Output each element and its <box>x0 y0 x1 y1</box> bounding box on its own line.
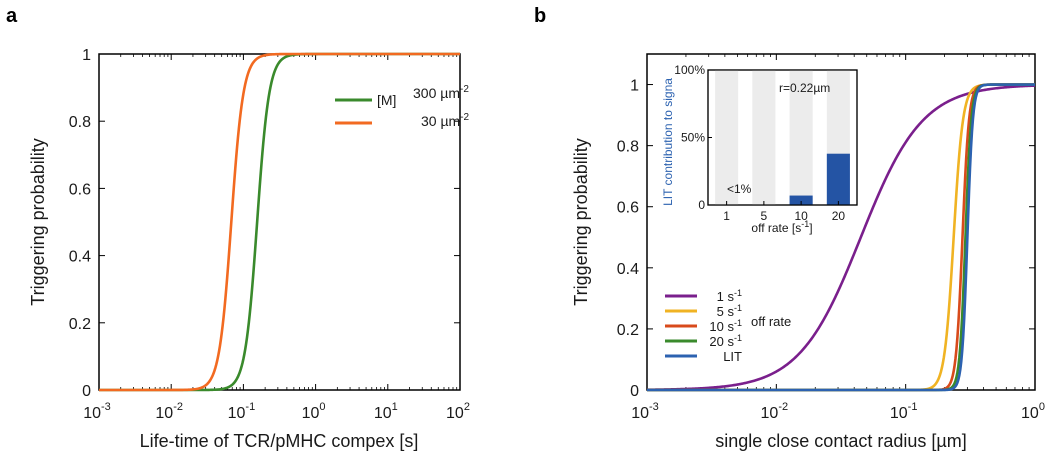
inset-xtick-label: 5 <box>761 209 768 223</box>
legend-b-label-3: 20 s-1 <box>709 333 742 349</box>
legend-b-label-2: 10 s-1 <box>709 318 742 334</box>
inset-bar-bg-2 <box>789 70 813 205</box>
chart-b-xlabel: single close contact radius [µm] <box>715 431 966 451</box>
ytick-label: 0 <box>630 383 639 400</box>
legend-b-title: off rate <box>751 314 791 329</box>
inset-xtick-label: 1 <box>723 209 730 223</box>
xtick-label: 100 <box>302 401 326 422</box>
inset-ylabel: LIT contribution to signa <box>661 78 675 206</box>
inset-small-label: <1% <box>727 182 752 196</box>
xtick-label: 10-1 <box>890 401 918 422</box>
chart-a-series <box>99 52 460 392</box>
inset-ytick-label: 0 <box>698 198 705 212</box>
chart-b-ylabel: Triggering probability <box>571 138 591 305</box>
xtick-label: 10-3 <box>83 401 111 422</box>
series-line-a-0 <box>99 52 460 392</box>
chart-a-legend: [M] 300 µm-2 30 µm-2 <box>335 84 470 129</box>
chart-a-ylabel: Triggering probability <box>28 138 48 305</box>
series-line-a-1 <box>99 52 460 392</box>
legend-a-label-30: 30 µm-2 <box>421 112 470 129</box>
ytick-label: 1 <box>630 78 639 95</box>
ytick-label: 0.4 <box>69 249 91 266</box>
legend-b-label-0: 1 s-1 <box>717 288 742 304</box>
inset-bar-bg-0 <box>715 70 739 205</box>
xtick-label: 10-3 <box>631 401 659 422</box>
inset-xlabel: off rate [s-1] <box>751 219 812 235</box>
inset-xtick-label: 20 <box>832 209 846 223</box>
chart-a: 10-3 10-2 10-1 100 101 102 0 0.2 0.4 0.6 0.8 1 Trig… <box>28 47 470 451</box>
inset-bar-3 <box>826 153 850 205</box>
panel-label-b: b <box>534 5 546 27</box>
inset-ticks: 1 5 10 20 0 50% 100% <box>674 63 845 223</box>
ytick-label: 0.2 <box>617 322 639 339</box>
inset-ytick-label: 50% <box>681 131 705 145</box>
series-line-b-4 <box>647 83 1035 392</box>
ytick-label: 0.6 <box>617 200 639 217</box>
chart-b-series <box>646 83 1036 392</box>
ytick-label: 0.8 <box>69 114 91 131</box>
inset-bar-chart: 1 5 10 20 0 50% 100% r=0.22µm <1% LIT contribu… <box>661 63 858 235</box>
xtick-label: 101 <box>374 401 398 422</box>
inset-bar-2 <box>789 195 813 205</box>
panel-label-a: a <box>6 5 18 27</box>
legend-b-label-4: LIT <box>723 349 742 364</box>
ytick-label: 1 <box>82 47 91 64</box>
inset-annotation: r=0.22µm <box>779 81 830 95</box>
ytick-label: 0 <box>82 383 91 400</box>
inset-bars <box>715 70 850 205</box>
inset-xtick-label: 10 <box>794 209 808 223</box>
chart-a-plot-area <box>98 53 461 391</box>
chart-a-xlabel: Life-time of TCR/pMHC compex [s] <box>140 431 419 451</box>
chart-a-ticks: 10-3 10-2 10-1 100 101 102 0 0.2 0.4 0.6 0.8 1 <box>69 47 470 422</box>
xtick-label: 100 <box>1021 401 1045 422</box>
legend-a-label-300: 300 µm-2 <box>413 84 469 101</box>
xtick-label: 102 <box>446 401 470 422</box>
xtick-label: 10-1 <box>228 401 256 422</box>
ytick-label: 0.6 <box>69 181 91 198</box>
ytick-label: 0.8 <box>617 139 639 156</box>
inset-ytick-label: 100% <box>674 63 705 77</box>
ytick-label: 0.4 <box>617 261 639 278</box>
legend-b-label-1: 5 s-1 <box>717 303 742 319</box>
xtick-label: 10-2 <box>155 401 183 422</box>
xtick-label: 10-2 <box>761 401 789 422</box>
ytick-label: 0.2 <box>69 316 91 333</box>
legend-a-prefix: [M] <box>377 92 396 108</box>
inset-bar-bg-1 <box>752 70 776 205</box>
